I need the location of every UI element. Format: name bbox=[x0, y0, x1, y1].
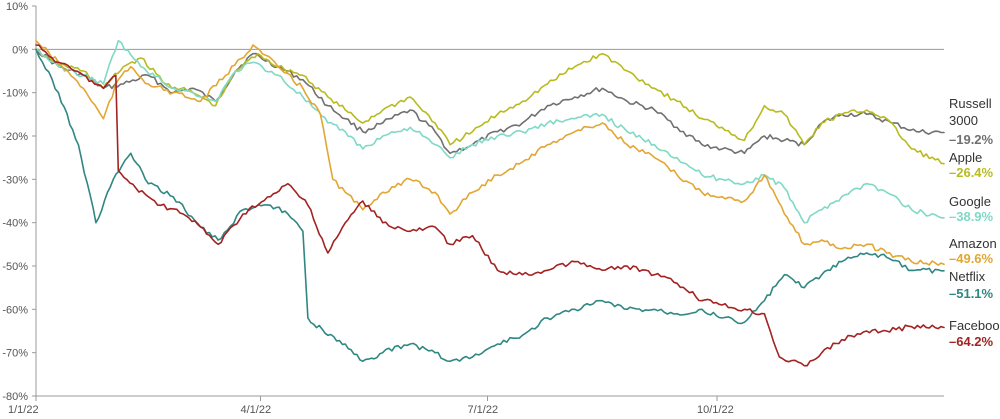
legend-name-netflix: Netflix bbox=[949, 269, 986, 284]
legend-name-apple: Apple bbox=[949, 150, 982, 165]
series-line-facebook bbox=[35, 44, 945, 367]
y-tick-label: -20% bbox=[2, 131, 28, 143]
y-tick-label: 0% bbox=[12, 44, 28, 56]
legend-value-facebook: –64.2% bbox=[949, 334, 994, 349]
legend-name-russell-3000: Russell bbox=[949, 96, 992, 111]
legend-name-facebook: Facebook bbox=[949, 318, 1000, 333]
series-line-apple bbox=[35, 48, 945, 165]
x-tick-label: 10/1/22 bbox=[697, 404, 734, 416]
legend-value-russell-3000: –19.2% bbox=[949, 132, 994, 147]
legend-name-google: Google bbox=[949, 194, 991, 209]
y-tick-label: -30% bbox=[2, 174, 28, 186]
y-tick-label: -10% bbox=[2, 88, 28, 100]
end-labels: Russell 3000 –19.2% Apple–26.4% Google–38.9%… bbox=[949, 96, 1000, 349]
x-tick-label: 1/1/22 bbox=[8, 404, 39, 416]
y-tick-label: -60% bbox=[2, 304, 28, 316]
y-tick-label: -80% bbox=[2, 391, 28, 403]
series-line-google bbox=[35, 39, 945, 224]
x-tick-label: 4/1/22 bbox=[241, 404, 272, 416]
x-tick-label: 7/1/22 bbox=[468, 404, 499, 416]
series-line-amazon bbox=[35, 39, 945, 266]
series-line-netflix bbox=[35, 48, 945, 363]
y-tick-label: -40% bbox=[2, 218, 28, 230]
y-tick-label: -70% bbox=[2, 348, 28, 360]
legend-value-amazon: –49.6% bbox=[949, 251, 994, 266]
legend-value-google: –38.9% bbox=[949, 209, 994, 224]
legend-name-amazon: Amazon bbox=[949, 236, 997, 251]
legend-value-apple: –26.4% bbox=[949, 165, 994, 180]
series-lines bbox=[35, 39, 945, 367]
axis-layer: 10% 0% -10% -20% -30% -40% -50% -60% -70% -80%1/1… bbox=[2, 1, 944, 416]
y-tick-label: -50% bbox=[2, 261, 28, 273]
y-tick-label: 10% bbox=[6, 1, 28, 13]
legend-name-russell-3000: 3000 bbox=[949, 113, 978, 128]
legend-value-netflix: –51.1% bbox=[949, 286, 994, 301]
